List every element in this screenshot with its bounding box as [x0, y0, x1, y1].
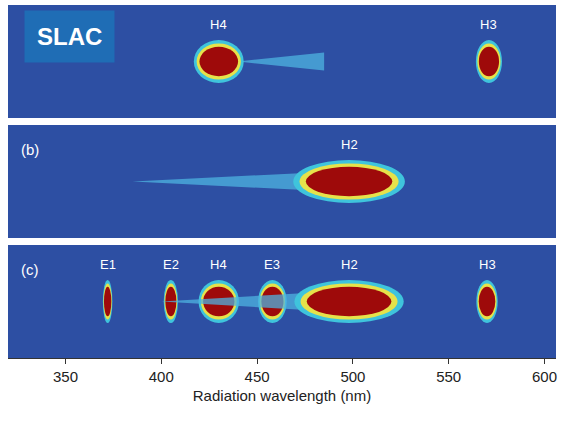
svg-text:600: 600: [532, 368, 557, 385]
svg-text:350: 350: [53, 368, 78, 385]
svg-text:450: 450: [245, 368, 270, 385]
svg-text:(c): (c): [21, 261, 39, 278]
svg-text:Radiation wavelength (nm): Radiation wavelength (nm): [193, 387, 371, 404]
svg-text:400: 400: [149, 368, 174, 385]
svg-text:H3: H3: [480, 17, 497, 32]
svg-text:H2: H2: [341, 137, 358, 152]
svg-text:(b): (b): [21, 141, 39, 158]
svg-text:H4: H4: [210, 17, 227, 32]
svg-text:550: 550: [436, 368, 461, 385]
svg-text:SLAC: SLAC: [37, 23, 102, 50]
svg-text:H3: H3: [479, 257, 496, 272]
svg-text:E1: E1: [100, 257, 116, 272]
svg-text:E2: E2: [163, 257, 179, 272]
svg-text:E3: E3: [264, 257, 280, 272]
svg-text:H4: H4: [210, 257, 227, 272]
svg-text:H2: H2: [341, 257, 358, 272]
svg-text:500: 500: [340, 368, 365, 385]
